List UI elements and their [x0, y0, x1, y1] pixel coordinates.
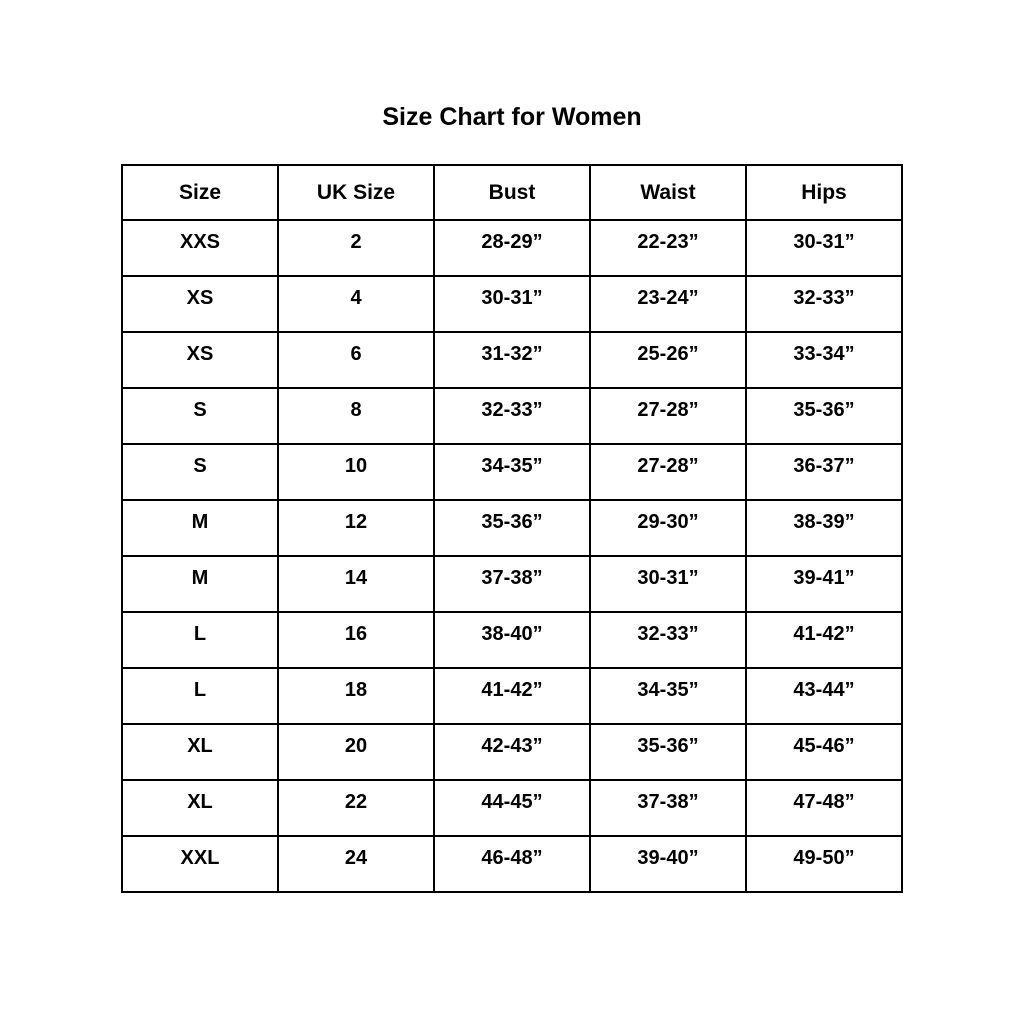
cell-size: S	[121, 387, 279, 445]
cell-waist: 29-30”	[589, 499, 747, 557]
cell-hips: 38-39”	[745, 499, 903, 557]
cell-size: L	[121, 667, 279, 725]
table-row: M 14 37-38” 30-31” 39-41”	[121, 555, 903, 613]
cell-bust: 42-43”	[433, 723, 591, 781]
cell-uk-size: 2	[277, 219, 435, 277]
cell-uk-size: 8	[277, 387, 435, 445]
cell-waist: 23-24”	[589, 275, 747, 333]
table-row: XXS 2 28-29” 22-23” 30-31”	[121, 219, 903, 277]
cell-bust: 38-40”	[433, 611, 591, 669]
cell-waist: 27-28”	[589, 387, 747, 445]
cell-uk-size: 4	[277, 275, 435, 333]
table-body: XXS 2 28-29” 22-23” 30-31” XS 4 30-31” 23-24” 32-…	[121, 219, 903, 893]
table-row: S 10 34-35” 27-28” 36-37”	[121, 443, 903, 501]
cell-bust: 35-36”	[433, 499, 591, 557]
cell-bust: 46-48”	[433, 835, 591, 893]
table-header: Size UK Size Bust Waist Hips	[121, 164, 903, 221]
header-row: Size UK Size Bust Waist Hips	[121, 164, 903, 221]
cell-hips: 49-50”	[745, 835, 903, 893]
cell-uk-size: 12	[277, 499, 435, 557]
cell-hips: 32-33”	[745, 275, 903, 333]
cell-waist: 37-38”	[589, 779, 747, 837]
cell-hips: 33-34”	[745, 331, 903, 389]
cell-hips: 41-42”	[745, 611, 903, 669]
page-title: Size Chart for Women	[382, 103, 642, 131]
cell-bust: 30-31”	[433, 275, 591, 333]
cell-size: XS	[121, 331, 279, 389]
cell-hips: 43-44”	[745, 667, 903, 725]
cell-size: XXL	[121, 835, 279, 893]
cell-hips: 47-48”	[745, 779, 903, 837]
table-row: XXL 24 46-48” 39-40” 49-50”	[121, 835, 903, 893]
cell-waist: 27-28”	[589, 443, 747, 501]
cell-uk-size: 18	[277, 667, 435, 725]
cell-uk-size: 22	[277, 779, 435, 837]
cell-waist: 34-35”	[589, 667, 747, 725]
table-row: XL 22 44-45” 37-38” 47-48”	[121, 779, 903, 837]
table-row: XL 20 42-43” 35-36” 45-46”	[121, 723, 903, 781]
cell-size: XS	[121, 275, 279, 333]
cell-uk-size: 14	[277, 555, 435, 613]
table-row: XS 6 31-32” 25-26” 33-34”	[121, 331, 903, 389]
cell-size: XXS	[121, 219, 279, 277]
cell-waist: 35-36”	[589, 723, 747, 781]
cell-size: S	[121, 443, 279, 501]
table-row: L 16 38-40” 32-33” 41-42”	[121, 611, 903, 669]
cell-uk-size: 6	[277, 331, 435, 389]
cell-bust: 32-33”	[433, 387, 591, 445]
cell-size: M	[121, 555, 279, 613]
table-row: S 8 32-33” 27-28” 35-36”	[121, 387, 903, 445]
column-header-hips: Hips	[745, 164, 903, 221]
cell-waist: 32-33”	[589, 611, 747, 669]
cell-hips: 36-37”	[745, 443, 903, 501]
cell-waist: 30-31”	[589, 555, 747, 613]
cell-waist: 25-26”	[589, 331, 747, 389]
cell-size: XL	[121, 779, 279, 837]
cell-bust: 31-32”	[433, 331, 591, 389]
cell-uk-size: 10	[277, 443, 435, 501]
table-row: L 18 41-42” 34-35” 43-44”	[121, 667, 903, 725]
cell-waist: 39-40”	[589, 835, 747, 893]
column-header-size: Size	[121, 164, 279, 221]
cell-uk-size: 20	[277, 723, 435, 781]
size-chart-table: Size UK Size Bust Waist Hips XXS 2 28-29” 22-23…	[121, 164, 903, 893]
cell-size: M	[121, 499, 279, 557]
cell-hips: 45-46”	[745, 723, 903, 781]
column-header-uk-size: UK Size	[277, 164, 435, 221]
column-header-bust: Bust	[433, 164, 591, 221]
cell-bust: 28-29”	[433, 219, 591, 277]
cell-bust: 41-42”	[433, 667, 591, 725]
cell-hips: 30-31”	[745, 219, 903, 277]
cell-bust: 34-35”	[433, 443, 591, 501]
cell-hips: 39-41”	[745, 555, 903, 613]
cell-uk-size: 16	[277, 611, 435, 669]
cell-bust: 37-38”	[433, 555, 591, 613]
cell-waist: 22-23”	[589, 219, 747, 277]
cell-hips: 35-36”	[745, 387, 903, 445]
cell-size: XL	[121, 723, 279, 781]
cell-uk-size: 24	[277, 835, 435, 893]
table-row: M 12 35-36” 29-30” 38-39”	[121, 499, 903, 557]
column-header-waist: Waist	[589, 164, 747, 221]
cell-bust: 44-45”	[433, 779, 591, 837]
table-row: XS 4 30-31” 23-24” 32-33”	[121, 275, 903, 333]
cell-size: L	[121, 611, 279, 669]
